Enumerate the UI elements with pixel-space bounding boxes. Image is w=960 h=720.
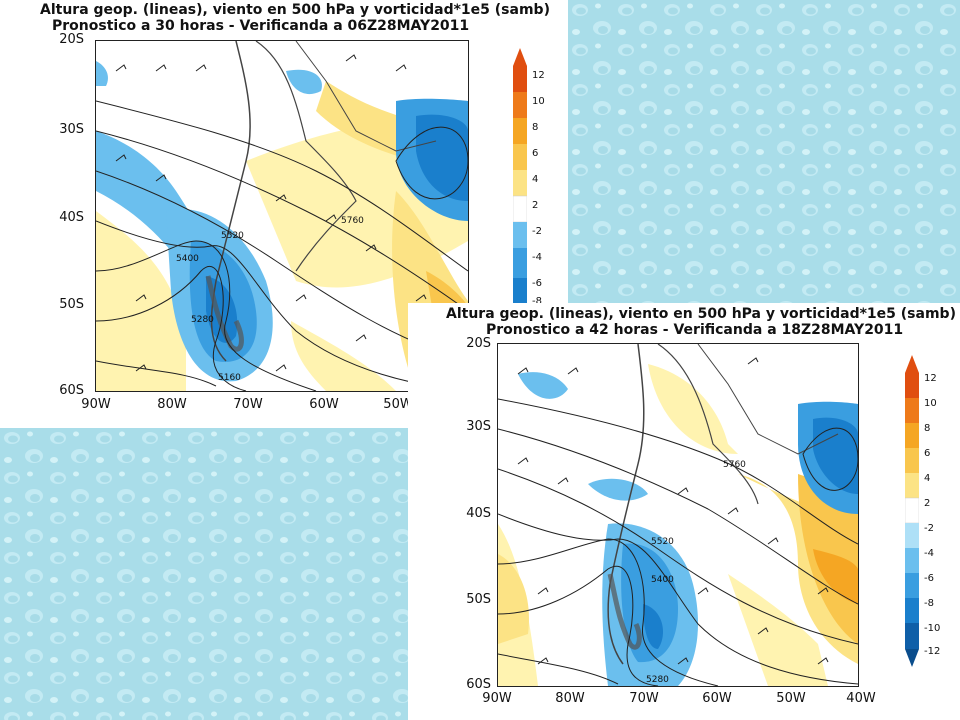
lat-tick-label: 20S — [466, 336, 491, 351]
colorbar-label: -2 — [532, 226, 542, 237]
colorbar-label: -4 — [532, 252, 542, 263]
colorbar-label: 2 — [532, 200, 539, 211]
lat-tick-label: 30S — [466, 419, 491, 434]
lon-tick-label: 60W — [309, 397, 339, 412]
lon-tick-label: 50W — [776, 691, 806, 706]
forecast-panel-30h: Altura geop. (lineas), viento en 500 hPa… — [0, 0, 568, 428]
colorbar-label: -6 — [924, 573, 934, 584]
colorbar-label: 12 — [532, 70, 545, 81]
colorbar-label: 12 — [924, 373, 937, 384]
water-texture-bottom-left — [0, 428, 408, 720]
colorbar-label: 8 — [532, 122, 539, 133]
vorticity-map: 5760 5520 5400 5280 5160 — [95, 40, 469, 392]
lon-tick-label: 90W — [482, 691, 512, 706]
map-graphics: 5760 5520 5400 5280 5160 — [96, 41, 468, 391]
lat-tick-label: 60S — [466, 677, 491, 692]
contour-label: 5760 — [341, 216, 364, 226]
lon-tick-label: 60W — [702, 691, 732, 706]
lat-tick-label: 40S — [59, 210, 84, 225]
lon-tick-label: 80W — [555, 691, 585, 706]
colorbar-label: 10 — [924, 398, 937, 409]
colorbar-label: -4 — [924, 548, 934, 559]
colorbar-label: 4 — [924, 473, 931, 484]
lat-tick-label: 50S — [59, 297, 84, 312]
lat-tick-label: 30S — [59, 122, 84, 137]
forecast-panel-42h: Altura geop. (lineas), viento en 500 hPa… — [408, 303, 960, 720]
lat-tick-label: 50S — [466, 592, 491, 607]
lon-tick-label: 90W — [81, 397, 111, 412]
colorbar-label: 8 — [924, 423, 931, 434]
colorbar-label: -2 — [924, 523, 934, 534]
vorticity-map: 5760 5520 5400 5280 — [497, 343, 859, 687]
lat-tick-label: 40S — [466, 506, 491, 521]
lat-tick-label: 20S — [59, 32, 84, 47]
contour-label: 5760 — [723, 460, 746, 470]
lon-tick-label: 80W — [157, 397, 187, 412]
water-texture-top-right — [568, 0, 960, 303]
contour-label: 5400 — [651, 575, 674, 585]
contour-label: 5520 — [221, 231, 244, 241]
colorbar-label: -6 — [532, 278, 542, 289]
lon-tick-label: 50W — [383, 397, 413, 412]
colorbar-label: -12 — [924, 646, 941, 657]
contour-label: 5280 — [191, 315, 214, 325]
colorbar-label: 6 — [532, 148, 539, 159]
lon-tick-label: 70W — [233, 397, 263, 412]
colorbar-label: 6 — [924, 448, 931, 459]
colorbar-label: -8 — [532, 296, 542, 307]
contour-label: 5400 — [176, 254, 199, 264]
colorbar — [512, 48, 528, 308]
panel-title-line1: Altura geop. (lineas), viento en 500 hPa… — [446, 306, 956, 322]
colorbar-label: -10 — [924, 623, 941, 634]
colorbar — [904, 355, 920, 667]
colorbar-label: 2 — [924, 498, 931, 509]
panel-title-line2: Pronostico a 30 horas - Verificanda a 06… — [52, 18, 470, 34]
lat-tick-label: 60S — [59, 383, 84, 398]
colorbar-label: -8 — [924, 598, 934, 609]
colorbar-label: 4 — [532, 174, 539, 185]
map-graphics: 5760 5520 5400 5280 — [498, 344, 858, 686]
contour-label: 5520 — [651, 537, 674, 547]
panel-title-line2: Pronostico a 42 horas - Verificanda a 18… — [486, 322, 904, 338]
panel-title-line1: Altura geop. (lineas), viento en 500 hPa… — [40, 2, 550, 18]
contour-label: 5280 — [646, 675, 669, 685]
lon-tick-label: 40W — [846, 691, 876, 706]
lon-tick-label: 70W — [629, 691, 659, 706]
contour-label: 5160 — [218, 373, 241, 383]
colorbar-label: 10 — [532, 96, 545, 107]
